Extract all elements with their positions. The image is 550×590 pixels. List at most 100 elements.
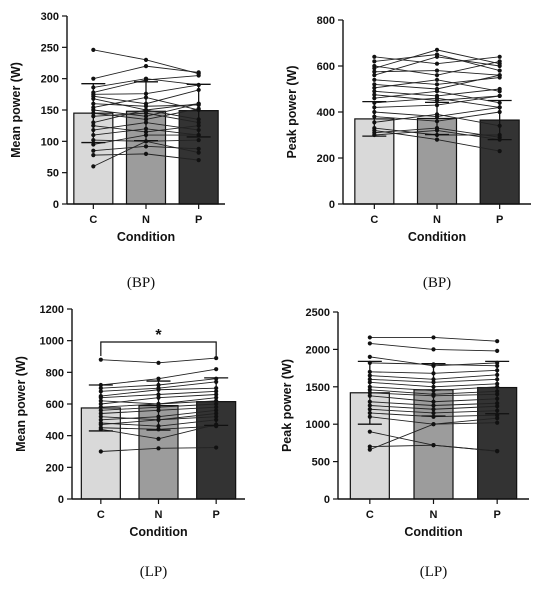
x-axis-title: Condition bbox=[408, 230, 466, 244]
subject-point bbox=[98, 449, 103, 454]
subject-point bbox=[143, 77, 149, 83]
x-axis-title: Condition bbox=[129, 525, 187, 539]
subject-point bbox=[434, 82, 440, 87]
y-tick-label: 200 bbox=[317, 153, 335, 165]
y-tick-label: 0 bbox=[53, 199, 59, 211]
subject-point bbox=[91, 148, 96, 153]
subject-point bbox=[372, 85, 377, 90]
subject-point bbox=[497, 54, 502, 59]
subject-point bbox=[367, 354, 372, 359]
subject-point bbox=[372, 69, 377, 74]
y-tick-label: 300 bbox=[41, 11, 59, 23]
subject-point bbox=[367, 341, 372, 346]
subject-point bbox=[434, 73, 440, 78]
subject-point bbox=[495, 348, 500, 353]
subject-point bbox=[196, 158, 201, 163]
y-tick-label: 200 bbox=[46, 462, 64, 474]
y-tick-label: 1000 bbox=[40, 336, 64, 348]
y-axis-title: Peak power (W) bbox=[285, 65, 299, 158]
subject-point bbox=[434, 54, 440, 59]
subject-point bbox=[434, 96, 440, 101]
y-tick-label: 800 bbox=[317, 15, 335, 27]
subject-point bbox=[91, 164, 96, 169]
y-tick-label: 2500 bbox=[306, 307, 330, 319]
panel-label: (BP) bbox=[423, 275, 451, 291]
y-tick-label: 1500 bbox=[306, 382, 330, 394]
panel-label: (LP) bbox=[140, 564, 168, 580]
y-tick-label: 400 bbox=[46, 431, 64, 443]
y-tick-label: 200 bbox=[41, 74, 59, 86]
subject-point bbox=[98, 357, 103, 362]
subject-point bbox=[497, 149, 502, 154]
subject-point bbox=[497, 63, 502, 69]
significance-bracket bbox=[100, 341, 217, 356]
subject-point bbox=[372, 66, 377, 71]
subject-point bbox=[367, 429, 372, 434]
x-tick-label-c: C bbox=[366, 509, 374, 521]
x-tick-label-c: C bbox=[370, 214, 378, 226]
subject-point bbox=[495, 449, 500, 454]
y-tick-label: 800 bbox=[46, 367, 64, 379]
y-tick-label: 250 bbox=[41, 42, 59, 54]
y-tick-label: 50 bbox=[47, 168, 59, 180]
x-tick-label-p: P bbox=[496, 214, 503, 226]
subject-point bbox=[497, 73, 502, 78]
x-axis-title: Condition bbox=[404, 525, 462, 539]
subject-point bbox=[431, 422, 436, 427]
subject-point bbox=[156, 360, 161, 365]
x-tick-label-n: N bbox=[433, 214, 441, 226]
x-tick-label-c: C bbox=[89, 214, 97, 226]
subject-point bbox=[495, 339, 500, 344]
subject-point bbox=[156, 376, 161, 381]
subject-point bbox=[497, 68, 502, 73]
subject-point bbox=[497, 93, 502, 98]
y-axis-title: Peak power (W) bbox=[280, 359, 294, 452]
subject-point bbox=[372, 89, 377, 94]
x-axis-title: Condition bbox=[117, 230, 175, 244]
subject-point bbox=[434, 137, 440, 142]
y-tick-label: 0 bbox=[324, 494, 330, 506]
subject-point bbox=[91, 47, 96, 52]
x-tick-label-p: P bbox=[493, 509, 500, 521]
subject-point bbox=[495, 420, 500, 425]
y-tick-label: 500 bbox=[312, 457, 330, 469]
subject-point bbox=[372, 77, 377, 82]
subject-point bbox=[431, 335, 436, 340]
subject-point bbox=[214, 355, 219, 361]
x-tick-label-n: N bbox=[155, 509, 163, 521]
subject-point bbox=[156, 446, 161, 451]
subject-point bbox=[372, 92, 377, 97]
x-tick-label-p: P bbox=[212, 509, 219, 521]
subject-point bbox=[372, 82, 377, 87]
subject-point bbox=[495, 416, 500, 421]
significance-star: * bbox=[155, 327, 162, 344]
subject-point bbox=[143, 57, 149, 62]
subject-point bbox=[434, 61, 440, 66]
panel-label: (LP) bbox=[420, 564, 448, 580]
y-tick-label: 600 bbox=[46, 399, 64, 411]
subject-point bbox=[434, 47, 440, 53]
subject-point bbox=[196, 137, 201, 143]
subject-point bbox=[372, 73, 377, 78]
subject-point bbox=[367, 335, 372, 340]
subject-point bbox=[434, 68, 440, 73]
subject-point bbox=[434, 77, 440, 82]
y-tick-label: 150 bbox=[41, 105, 59, 117]
subject-point bbox=[196, 73, 201, 78]
subject-point bbox=[214, 445, 219, 450]
subject-point bbox=[367, 447, 372, 452]
y-tick-label: 400 bbox=[317, 107, 335, 119]
subject-point bbox=[91, 153, 96, 158]
subject-point bbox=[431, 443, 436, 448]
subject-point bbox=[143, 151, 149, 156]
subject-point bbox=[434, 89, 440, 94]
x-tick-label-n: N bbox=[430, 509, 438, 521]
panel-label: (BP) bbox=[127, 275, 155, 291]
subject-point bbox=[214, 367, 219, 372]
y-tick-label: 100 bbox=[41, 136, 59, 148]
y-tick-label: 0 bbox=[329, 199, 335, 211]
x-tick-label-n: N bbox=[142, 214, 150, 226]
y-tick-label: 600 bbox=[317, 61, 335, 73]
